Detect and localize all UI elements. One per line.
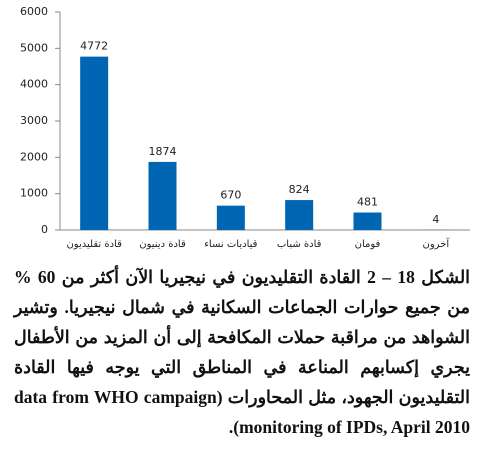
- x-tick-label: قادة دينيون: [139, 239, 186, 250]
- bar: [353, 212, 382, 230]
- x-tick-label: قياديات نساء: [204, 239, 257, 250]
- bar: [285, 200, 314, 230]
- data-label: 1874: [149, 145, 177, 158]
- y-tick-label: 2000: [20, 150, 48, 163]
- data-label: 4772: [80, 40, 108, 53]
- y-tick-label: 5000: [20, 41, 48, 54]
- data-label: 824: [289, 183, 310, 196]
- chart: 0 1000 2000 3000 4000 5000 6000 قادة تقليديون 47…: [20, 5, 470, 250]
- y-tick-label: 0: [41, 223, 48, 236]
- bar: [216, 205, 245, 230]
- y-tick-label: 4000: [20, 78, 48, 91]
- x-tick-label: فومان: [355, 239, 381, 250]
- x-tick-label: قادة تقليديون: [66, 239, 122, 250]
- data-label: 4: [432, 213, 439, 226]
- x-tick-label: آخرون: [423, 237, 451, 250]
- y-tick-label: 1000: [20, 187, 48, 200]
- bar: [80, 56, 109, 230]
- y-tick-label: 3000: [20, 114, 48, 127]
- y-tick-label: 6000: [20, 5, 48, 18]
- caption: الشكل 18 – 2 القادة التقليديون في نيجيري…: [14, 267, 471, 437]
- data-label: 481: [357, 196, 378, 209]
- bar: [148, 161, 177, 230]
- data-label: 670: [220, 189, 241, 202]
- x-tick-label: قادة شباب: [277, 239, 322, 250]
